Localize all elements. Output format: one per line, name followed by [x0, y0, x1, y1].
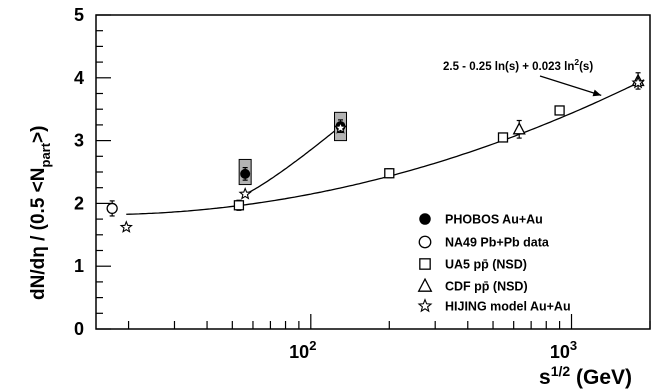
annotation-arrow-line — [539, 75, 602, 96]
x-axis: 102 103 — [127, 314, 651, 362]
x-tick-label: 103 — [550, 338, 577, 362]
y-tick-label: 2 — [74, 193, 84, 213]
data-point-open-star — [119, 220, 133, 233]
y-tick-label: 3 — [74, 131, 84, 151]
y-tick-label: 1 — [74, 256, 84, 276]
data-point-open-star — [631, 75, 645, 89]
y-tick-label: 0 — [74, 319, 84, 339]
fit-curves — [126, 79, 645, 215]
x-tick-label: 102 — [289, 338, 316, 362]
x-axis-title: s1/2 (GeV) — [539, 363, 632, 389]
y-tick-label: 5 — [74, 5, 84, 25]
formula-annotation: 2.5 - 0.25 ln(s) + 0.023 ln2(s) — [443, 57, 602, 97]
y-axis: 0 1 2 3 4 5 — [74, 5, 111, 339]
data-point-open-star — [238, 186, 252, 200]
data-point-open-square — [554, 105, 565, 116]
legend-label: CDF pp̄ (NSD) — [445, 280, 528, 294]
legend-marker-filled-circle — [419, 213, 431, 225]
y-tick-label: 4 — [74, 68, 84, 88]
data-point-open-square — [233, 200, 245, 211]
data-point-open-square — [384, 168, 395, 179]
data-point-open-square — [497, 132, 509, 143]
fit-curve-pp — [126, 79, 645, 215]
legend-label: UA5 pp̄ (NSD) — [445, 258, 527, 272]
legend-marker-open-star — [417, 298, 433, 313]
legend-label: PHOBOS Au+Au — [445, 213, 543, 227]
legend-label: NA49 Pb+Pb data — [445, 236, 550, 250]
legend-marker-open-circle — [418, 235, 432, 249]
y-axis-title: dN/dη / (0.5 <Npart>) — [28, 126, 53, 301]
data-point-open-star — [333, 121, 348, 134]
legend-marker-open-square — [419, 258, 431, 270]
fit-curve-auau — [244, 125, 341, 195]
data-points — [106, 72, 645, 233]
data-point-filled-circle — [240, 168, 251, 179]
legend-label: HIJING model Au+Au — [445, 300, 571, 314]
annotation-arrow-head — [592, 89, 602, 97]
legend-marker-open-triangle — [417, 277, 433, 292]
data-point-open-circle — [106, 202, 118, 215]
legend: PHOBOS Au+Au NA49 Pb+Pb data UA5 pp̄ (NSD)… — [417, 213, 571, 314]
data-point-open-triangle — [512, 121, 526, 135]
formula-text: 2.5 - 0.25 ln(s) + 0.023 ln2(s) — [443, 57, 593, 73]
